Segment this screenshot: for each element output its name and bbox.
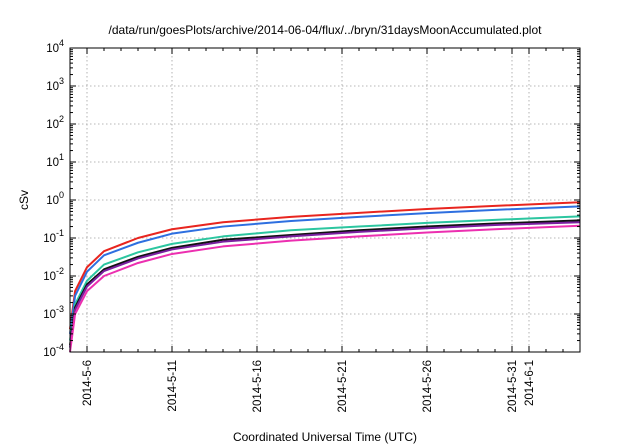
y-tick-label-exponent: -3: [56, 304, 64, 314]
y-tick-label: 10-4: [43, 342, 64, 359]
y-axis-label: cSv: [17, 190, 31, 210]
y-tick-label-base: 10: [46, 43, 59, 55]
series-layer: [69, 201, 581, 353]
x-axis-label: Coordinated Universal Time (UTC): [233, 430, 417, 444]
x-tick-label: 2014-5-26: [422, 360, 434, 412]
x-tick-labels: 2014-5-6 2014-5-11 2014-5-16 2014-5-21 2014-…: [82, 360, 536, 412]
y-tick-label-exponent: 0: [59, 190, 64, 200]
series-line-5: [69, 221, 581, 348]
x-tick-label: 2014-5-16: [252, 360, 264, 412]
x-tick-label: 2014-6-1: [524, 360, 536, 406]
y-tick-label-base: 10: [46, 157, 59, 169]
y-tick-label-base: 10: [43, 233, 56, 245]
y-tick-label-base: 10: [43, 271, 56, 283]
y-tick-label: 103: [46, 76, 64, 93]
chart-title: /data/run/goesPlots/archive/2014-06-04/f…: [109, 23, 543, 37]
y-tick-label-exponent: 2: [59, 114, 64, 124]
y-tick-label-base: 10: [43, 309, 56, 321]
y-tick-label: 10-2: [43, 266, 64, 283]
series-line-2: [69, 205, 581, 335]
y-tick-label-exponent: -2: [56, 266, 64, 276]
y-tick-label-exponent: 1: [59, 152, 64, 162]
y-tick-label-exponent: 4: [59, 38, 64, 48]
y-tick-label-exponent: -1: [56, 228, 64, 238]
y-tick-label-exponent: -4: [56, 342, 64, 352]
series-line-1: [69, 201, 581, 330]
y-tick-label: 100: [46, 190, 64, 207]
y-tick-label-base: 10: [46, 81, 59, 93]
y-tick-label: 104: [46, 38, 64, 55]
y-tick-label: 102: [46, 114, 64, 131]
x-tick-label: 2014-5-21: [337, 360, 349, 412]
y-tick-label: 10-3: [43, 304, 64, 321]
y-tick-label: 10-1: [43, 228, 64, 245]
series-line-3: [69, 215, 581, 341]
x-tick-label: 2014-5-31: [507, 360, 519, 412]
y-tick-label: 101: [46, 152, 64, 169]
grid: [70, 48, 580, 352]
series-line-6: [69, 224, 581, 353]
y-tick-label-base: 10: [46, 195, 59, 207]
x-tick-label: 2014-5-11: [167, 360, 179, 412]
axis-ticks: [69, 47, 581, 353]
y-tick-label-exponent: 3: [59, 76, 64, 86]
y-tick-label-base: 10: [46, 119, 59, 131]
y-tick-label-base: 10: [43, 347, 56, 359]
x-tick-label: 2014-5-6: [82, 360, 94, 406]
